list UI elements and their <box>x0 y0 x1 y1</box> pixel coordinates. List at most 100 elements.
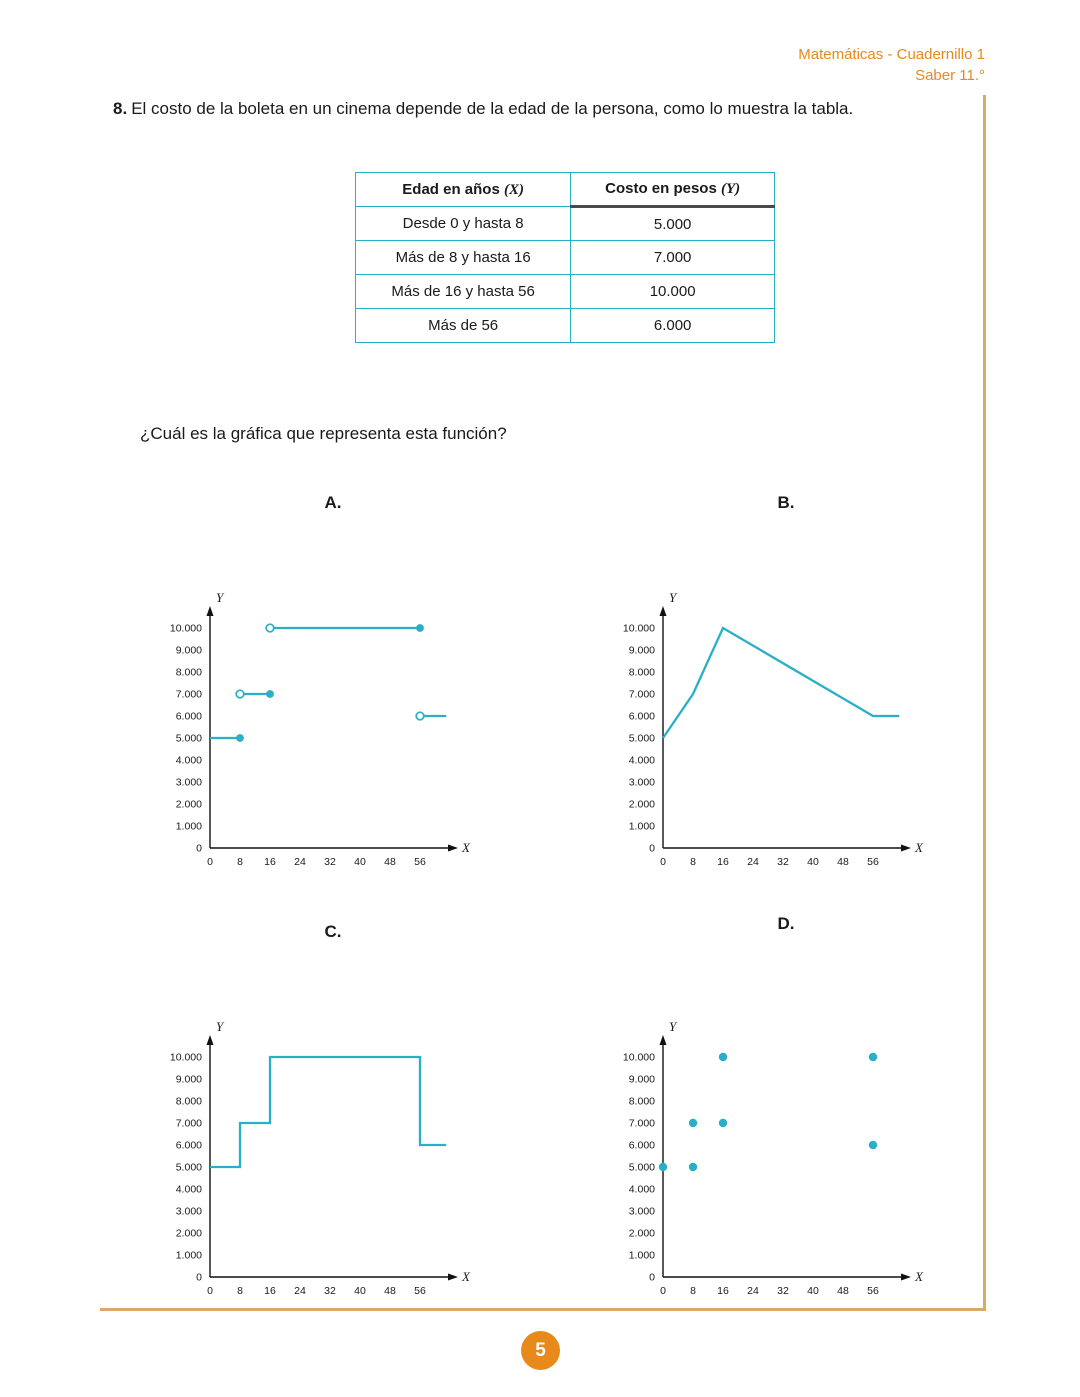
col-header-edad-symbol: (X) <box>503 181 524 198</box>
svg-text:3.000: 3.000 <box>176 777 202 789</box>
svg-text:48: 48 <box>384 856 396 868</box>
svg-text:1.000: 1.000 <box>176 821 202 833</box>
svg-text:Y: Y <box>669 590 678 605</box>
svg-text:10.000: 10.000 <box>623 623 655 635</box>
table-row: Más de 8 y hasta 16 7.000 <box>354 240 775 275</box>
cell-edad: Más de 16 y hasta 56 <box>354 274 572 309</box>
svg-text:5.000: 5.000 <box>176 733 202 745</box>
svg-text:40: 40 <box>354 1285 366 1297</box>
svg-text:5.000: 5.000 <box>629 1162 655 1174</box>
svg-text:48: 48 <box>837 1285 849 1297</box>
answer-options: A. Y X 1.000 2.000 3.000 4.000 5.000 6.000 7.000… <box>138 493 936 1325</box>
svg-text:16: 16 <box>717 856 729 868</box>
svg-text:10.000: 10.000 <box>170 1052 202 1064</box>
svg-text:3.000: 3.000 <box>176 1206 202 1218</box>
page-number: 5 <box>535 1339 546 1361</box>
svg-text:8: 8 <box>237 1285 243 1297</box>
svg-text:0: 0 <box>207 856 213 868</box>
svg-text:24: 24 <box>747 856 759 868</box>
exam-name: Saber 11.° <box>915 67 985 84</box>
option-B-figure: B. Y X 1.000 2.000 3.000 4.000 5.000 6.000 7.000… <box>591 493 936 896</box>
svg-text:4.000: 4.000 <box>629 755 655 767</box>
table-header-row: Edad en años (X) Costo en pesos (Y) <box>354 172 775 208</box>
svg-text:2.000: 2.000 <box>629 1228 655 1240</box>
svg-text:6.000: 6.000 <box>176 711 202 723</box>
cost-table: Edad en años (X) Costo en pesos (Y) Desd… <box>354 172 775 343</box>
svg-text:48: 48 <box>384 1285 396 1297</box>
option-C-figure: C. Y X 1.000 2.000 3.000 4.000 5.000 6.000 7.000… <box>138 922 483 1325</box>
svg-text:24: 24 <box>747 1285 759 1297</box>
svg-text:16: 16 <box>264 856 276 868</box>
svg-text:56: 56 <box>414 1285 426 1297</box>
svg-text:1.000: 1.000 <box>629 1250 655 1262</box>
svg-text:16: 16 <box>264 1285 276 1297</box>
svg-text:Y: Y <box>216 1019 225 1034</box>
svg-text:2.000: 2.000 <box>176 1228 202 1240</box>
right-border-line <box>983 95 986 1311</box>
svg-text:2.000: 2.000 <box>629 799 655 811</box>
option-C-label: C. <box>324 922 342 941</box>
svg-text:0: 0 <box>196 843 202 855</box>
svg-text:10.000: 10.000 <box>623 1052 655 1064</box>
option-C-graph: Y X 1.000 2.000 3.000 4.000 5.000 6.000 7.000 8.0… <box>170 1019 471 1297</box>
svg-text:9.000: 9.000 <box>176 645 202 657</box>
svg-text:32: 32 <box>324 856 336 868</box>
svg-text:24: 24 <box>294 856 306 868</box>
page-number-badge: 5 <box>521 1331 560 1370</box>
cell-costo: 7.000 <box>570 240 775 275</box>
question-prompt: ¿Cuál es la gráfica que representa esta … <box>140 424 507 443</box>
col-header-costo: Costo en pesos (Y) <box>570 172 775 208</box>
svg-text:1.000: 1.000 <box>629 821 655 833</box>
question-8: 8. El costo de la boleta en un cinema dep… <box>113 99 913 119</box>
option-B-label: B. <box>777 493 795 512</box>
svg-text:7.000: 7.000 <box>176 689 202 701</box>
svg-text:40: 40 <box>807 1285 819 1297</box>
svg-text:24: 24 <box>294 1285 306 1297</box>
cell-costo: 5.000 <box>570 206 775 241</box>
question-text: El costo de la boleta en un cinema depen… <box>131 99 854 118</box>
svg-text:X: X <box>461 1269 471 1284</box>
svg-text:8.000: 8.000 <box>176 667 202 679</box>
svg-text:32: 32 <box>777 1285 789 1297</box>
cell-costo: 6.000 <box>570 308 775 343</box>
svg-text:4.000: 4.000 <box>176 1184 202 1196</box>
svg-text:Y: Y <box>216 590 225 605</box>
document-header: Matemáticas - Cuadernillo 1 Saber 11.° <box>798 44 985 86</box>
col-header-costo-symbol: (Y) <box>720 181 741 197</box>
svg-text:10.000: 10.000 <box>170 623 202 635</box>
table-row: Más de 56 6.000 <box>354 308 775 343</box>
table-row: Más de 16 y hasta 56 10.000 <box>354 274 775 309</box>
svg-text:0: 0 <box>660 856 666 868</box>
svg-text:4.000: 4.000 <box>629 1184 655 1196</box>
svg-text:3.000: 3.000 <box>629 1206 655 1218</box>
svg-text:0: 0 <box>660 1285 666 1297</box>
svg-text:56: 56 <box>414 856 426 868</box>
svg-text:4.000: 4.000 <box>176 755 202 767</box>
svg-text:8.000: 8.000 <box>629 1096 655 1108</box>
svg-text:40: 40 <box>354 856 366 868</box>
svg-text:6.000: 6.000 <box>629 1140 655 1152</box>
svg-text:5.000: 5.000 <box>176 1162 202 1174</box>
option-B-graph: Y X 1.000 2.000 3.000 4.000 5.000 6.000 7.000 8.0… <box>623 590 924 868</box>
svg-text:48: 48 <box>837 856 849 868</box>
svg-text:8: 8 <box>690 856 696 868</box>
col-header-edad: Edad en años (X) <box>354 172 572 207</box>
col-header-edad-text: Edad en años <box>402 180 500 198</box>
bottom-border-line <box>100 1308 986 1311</box>
svg-text:56: 56 <box>867 856 879 868</box>
cell-edad: Desde 0 y hasta 8 <box>354 206 572 241</box>
svg-text:0: 0 <box>196 1272 202 1284</box>
svg-text:40: 40 <box>807 856 819 868</box>
svg-text:5.000: 5.000 <box>629 733 655 745</box>
svg-text:Y: Y <box>669 1019 678 1034</box>
svg-text:9.000: 9.000 <box>629 645 655 657</box>
svg-text:1.000: 1.000 <box>176 1250 202 1262</box>
svg-text:2.000: 2.000 <box>176 799 202 811</box>
question-number: 8. <box>113 99 128 118</box>
svg-text:56: 56 <box>867 1285 879 1297</box>
svg-text:9.000: 9.000 <box>176 1074 202 1086</box>
svg-text:32: 32 <box>324 1285 336 1297</box>
col-header-costo-text: Costo en pesos <box>605 180 717 197</box>
svg-text:8.000: 8.000 <box>176 1096 202 1108</box>
